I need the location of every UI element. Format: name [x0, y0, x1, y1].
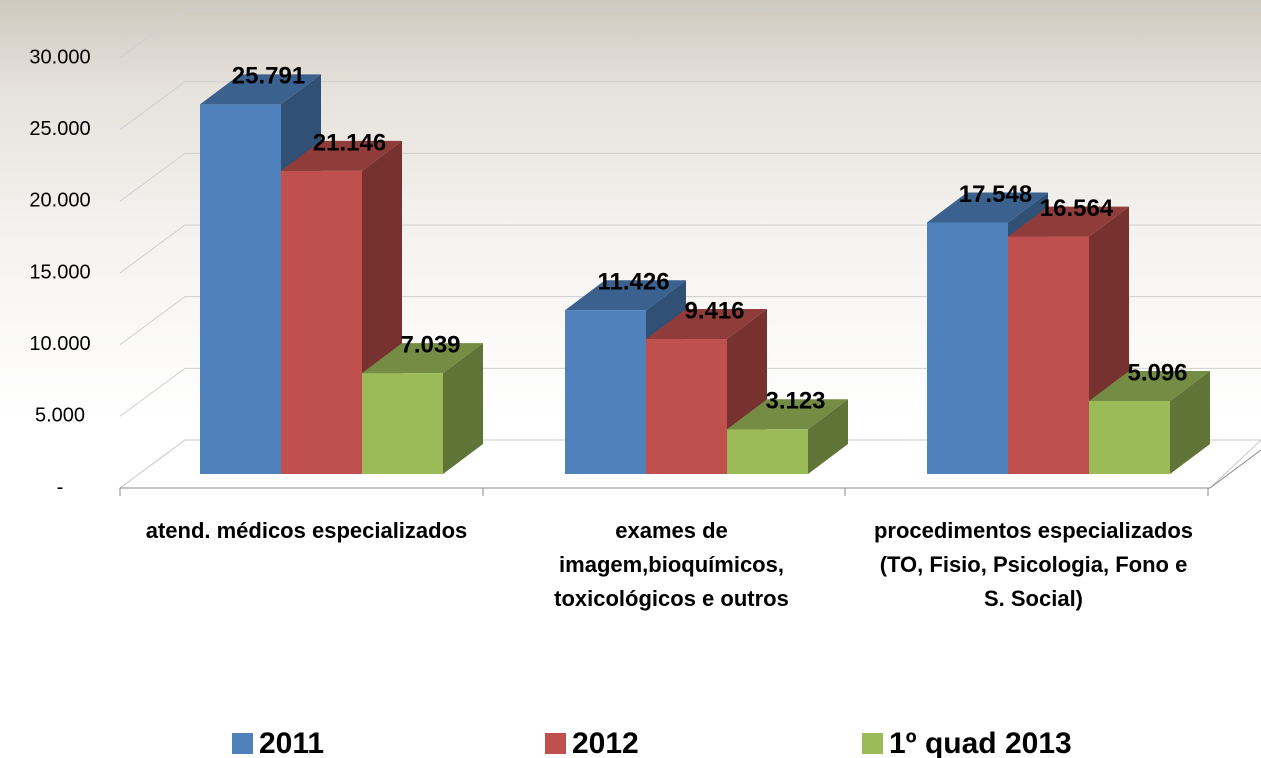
- chart: - 5.000 10.000 15.000 20.000 25.000 30.000 25.7…: [0, 0, 1261, 758]
- value-label: 21.146: [313, 129, 386, 156]
- value-label: 7.039: [400, 331, 460, 358]
- value-label: 11.426: [597, 269, 669, 296]
- bar: [727, 429, 808, 474]
- bar: [200, 104, 281, 474]
- y-tick-label: 15.000: [29, 261, 90, 283]
- bar: [281, 171, 362, 474]
- grid-line: [120, 10, 1261, 58]
- legend-swatch: [232, 733, 253, 754]
- y-tick-label: 25.000: [29, 118, 90, 140]
- x-tick-label: procedimentos especializados (TO, Fisio,…: [869, 514, 1199, 616]
- bar: [362, 373, 443, 474]
- x-tick-label: exames de imagem,bioquímicos, toxicológi…: [507, 514, 837, 616]
- page: - 5.000 10.000 15.000 20.000 25.000 30.000 25.7…: [0, 0, 1261, 758]
- y-tick-label: 10.000: [29, 333, 90, 355]
- bar: [1008, 237, 1089, 474]
- value-label: 16.564: [1040, 195, 1114, 222]
- value-label: 25.791: [232, 63, 305, 90]
- legend-label: 2011: [259, 727, 324, 758]
- value-label: 9.416: [684, 297, 744, 324]
- legend-swatch: [545, 733, 566, 754]
- bar: [927, 222, 1008, 474]
- value-label: 5.096: [1127, 359, 1187, 386]
- bar: [1089, 401, 1170, 474]
- bar: [646, 339, 727, 474]
- y-tick-label: -: [57, 476, 64, 498]
- value-label: 17.548: [959, 181, 1032, 208]
- value-label: 3.123: [765, 388, 825, 415]
- bar: [565, 310, 646, 474]
- y-tick-label: 30.000: [29, 46, 90, 68]
- legend-label: 2012: [572, 727, 639, 758]
- legend-label: 1º quad 2013: [889, 727, 1072, 758]
- y-tick-label: 20.000: [29, 190, 90, 212]
- legend-swatch: [862, 733, 883, 754]
- x-tick-label: atend. médicos especializados: [142, 514, 472, 548]
- y-tick-label: 5.000: [35, 405, 85, 427]
